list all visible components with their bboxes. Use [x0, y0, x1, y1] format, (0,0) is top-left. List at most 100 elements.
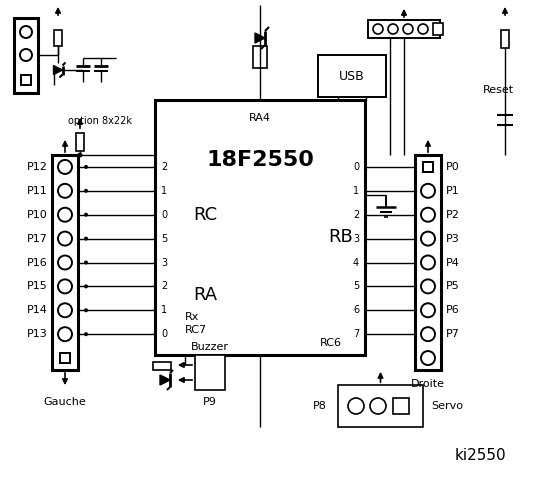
Circle shape — [58, 208, 72, 222]
Circle shape — [84, 189, 88, 193]
Circle shape — [421, 303, 435, 317]
Text: 2: 2 — [353, 210, 359, 220]
Circle shape — [370, 398, 386, 414]
Bar — [415, 155, 441, 370]
Circle shape — [418, 24, 428, 34]
Circle shape — [84, 308, 88, 312]
Bar — [338, 385, 423, 427]
Circle shape — [84, 213, 88, 217]
Text: 5: 5 — [161, 234, 167, 244]
Bar — [368, 20, 440, 38]
Text: 0: 0 — [353, 162, 359, 172]
Text: USB: USB — [339, 70, 365, 83]
Circle shape — [421, 232, 435, 246]
Text: Reset: Reset — [483, 85, 514, 95]
Circle shape — [373, 24, 383, 34]
Text: 1: 1 — [353, 186, 359, 196]
Circle shape — [58, 255, 72, 269]
Bar — [393, 398, 409, 414]
Text: 5: 5 — [353, 281, 359, 291]
Polygon shape — [255, 33, 265, 43]
Text: 0: 0 — [161, 329, 167, 339]
Text: 2: 2 — [161, 162, 167, 172]
Text: P16: P16 — [27, 257, 48, 267]
Text: 18F2550: 18F2550 — [206, 150, 314, 170]
Text: P12: P12 — [27, 162, 48, 172]
Polygon shape — [160, 375, 170, 385]
Text: 1: 1 — [161, 186, 167, 196]
Circle shape — [77, 153, 82, 157]
Polygon shape — [54, 65, 62, 74]
Bar — [433, 23, 443, 35]
Text: Servo: Servo — [431, 401, 463, 411]
Text: RC: RC — [193, 206, 217, 224]
Text: 7: 7 — [353, 329, 359, 339]
Circle shape — [58, 160, 72, 174]
Text: 4: 4 — [353, 257, 359, 267]
Text: P1: P1 — [446, 186, 460, 196]
Bar — [76, 133, 84, 151]
Circle shape — [421, 279, 435, 293]
Text: P15: P15 — [27, 281, 48, 291]
Text: P14: P14 — [27, 305, 48, 315]
Bar — [54, 30, 62, 46]
Circle shape — [20, 26, 32, 38]
Text: P3: P3 — [446, 234, 460, 244]
Circle shape — [403, 24, 413, 34]
Circle shape — [58, 303, 72, 317]
Text: P7: P7 — [446, 329, 460, 339]
Circle shape — [58, 327, 72, 341]
Text: 3: 3 — [161, 257, 167, 267]
Bar — [60, 353, 70, 363]
Circle shape — [388, 24, 398, 34]
Circle shape — [84, 237, 88, 240]
Text: Rx: Rx — [185, 312, 200, 322]
Text: P2: P2 — [446, 210, 460, 220]
Text: RC6: RC6 — [320, 338, 342, 348]
Circle shape — [84, 332, 88, 336]
Text: option 8x22k: option 8x22k — [68, 116, 132, 126]
Text: 1: 1 — [161, 305, 167, 315]
Bar — [195, 355, 225, 390]
Text: RB: RB — [328, 228, 353, 246]
Bar — [155, 100, 365, 355]
Text: Gauche: Gauche — [44, 397, 86, 407]
Bar — [501, 30, 509, 48]
Text: P17: P17 — [27, 234, 48, 244]
Text: P6: P6 — [446, 305, 460, 315]
Text: P5: P5 — [446, 281, 460, 291]
Circle shape — [84, 284, 88, 288]
Bar — [52, 155, 78, 370]
Text: ki2550: ki2550 — [454, 447, 506, 463]
Text: 0: 0 — [161, 210, 167, 220]
Text: P13: P13 — [27, 329, 48, 339]
Text: 2: 2 — [161, 281, 167, 291]
Text: P4: P4 — [446, 257, 460, 267]
Text: Buzzer: Buzzer — [191, 342, 229, 352]
Bar — [318, 55, 386, 97]
Circle shape — [421, 255, 435, 269]
Circle shape — [58, 279, 72, 293]
Bar — [423, 162, 433, 172]
Circle shape — [421, 208, 435, 222]
Text: Droite: Droite — [411, 379, 445, 389]
Circle shape — [84, 165, 88, 169]
Text: RA: RA — [193, 286, 217, 304]
Bar — [14, 18, 38, 93]
Text: P9: P9 — [203, 397, 217, 407]
Text: P10: P10 — [27, 210, 48, 220]
Circle shape — [20, 49, 32, 61]
Text: RA4: RA4 — [249, 113, 271, 123]
Circle shape — [348, 398, 364, 414]
Circle shape — [84, 261, 88, 264]
Text: P0: P0 — [446, 162, 460, 172]
Bar — [253, 46, 267, 68]
Text: P8: P8 — [313, 401, 327, 411]
Bar — [153, 362, 171, 370]
Circle shape — [421, 184, 435, 198]
Bar — [21, 75, 31, 85]
Text: P11: P11 — [27, 186, 48, 196]
Circle shape — [421, 351, 435, 365]
Text: 3: 3 — [353, 234, 359, 244]
Circle shape — [58, 232, 72, 246]
